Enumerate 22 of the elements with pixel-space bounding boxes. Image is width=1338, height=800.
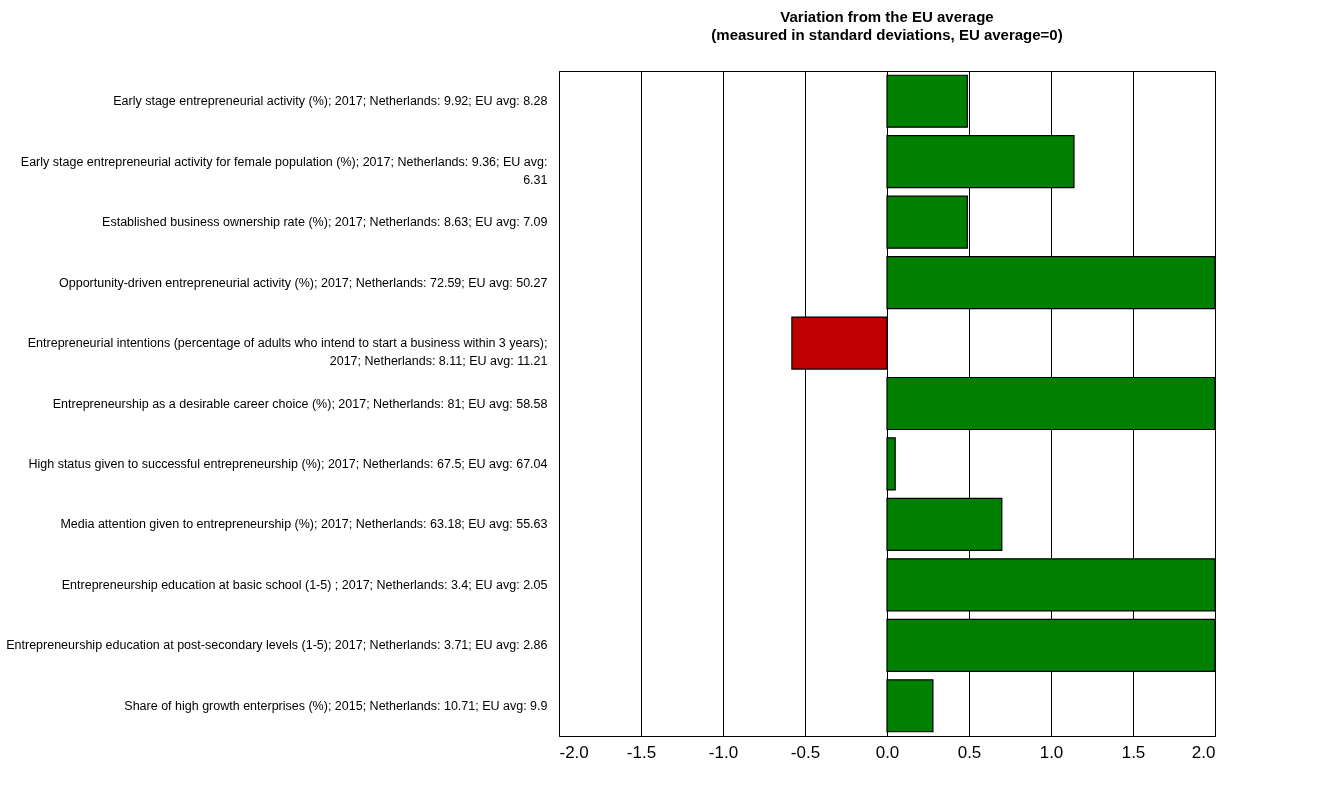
y-tick-label: Share of high growth enterprises (%); 2015; Netherlands: 10.71; EU avg: 9.9 (124, 698, 548, 713)
y-tick-label: High status given to successful entrepreneurship (%); 2017; Netherlands: 67.5; EU avg: 67.04 (28, 456, 548, 471)
x-tick-label: 2.0 (1191, 742, 1216, 762)
chart-subtitle: (measured in standard deviations, EU average=0) (711, 26, 1063, 43)
x-tick-label: 0.0 (875, 742, 900, 762)
x-tick-label: -0.5 (790, 742, 821, 762)
x-tick-label: -1.0 (708, 742, 739, 762)
chart-title: Variation from the EU average (780, 8, 994, 25)
y-tick-label: Entrepreneurship education at post-secondary levels (1-5); 2017; Netherlands: 3.71; EU avg: 2.86 (6, 638, 548, 653)
x-tick-label: -1.5 (626, 742, 657, 762)
y-tick-label: Entrepreneurship as a desirable career choice (%); 2017; Netherlands: 81; EU avg: 58.58 (52, 396, 548, 411)
x-tick-label: -2.0 (559, 742, 589, 762)
y-tick-label: Early stage entrepreneurial activity (%); 2017; Netherlands: 9.92; EU avg: 8.28 (113, 94, 548, 109)
x-tick-label: 1.0 (1039, 742, 1064, 762)
x-tick-label: 1.5 (1121, 742, 1146, 762)
x-tick-label: 0.5 (957, 742, 982, 762)
y-tick-label: Media attention given to entrepreneurship (%); 2017; Netherlands: 63.18; EU avg: 55.63 (60, 517, 548, 532)
y-tick-label: Early stage entrepreneurial activity for female population (%); 2017; Netherlands: 9.36; EU avg: 6.31 (20, 154, 548, 187)
y-tick-label: Entrepreneurial intentions (percentage of adults who intend to start a business within 3 years); 2017; Netherlands: 8.11; EU avg: 11.21 (27, 336, 548, 369)
y-tick-label: Established business ownership rate (%); 2017; Netherlands: 8.63; EU avg: 7.09 (102, 215, 548, 230)
y-tick-label: Opportunity-driven entrepreneurial activity (%); 2017; Netherlands: 72.59; EU avg: 50.27 (59, 275, 548, 290)
y-tick-label: Entrepreneurship education at basic school (1-5) ; 2017; Netherlands: 3.4; EU avg: 2.05 (61, 577, 548, 592)
